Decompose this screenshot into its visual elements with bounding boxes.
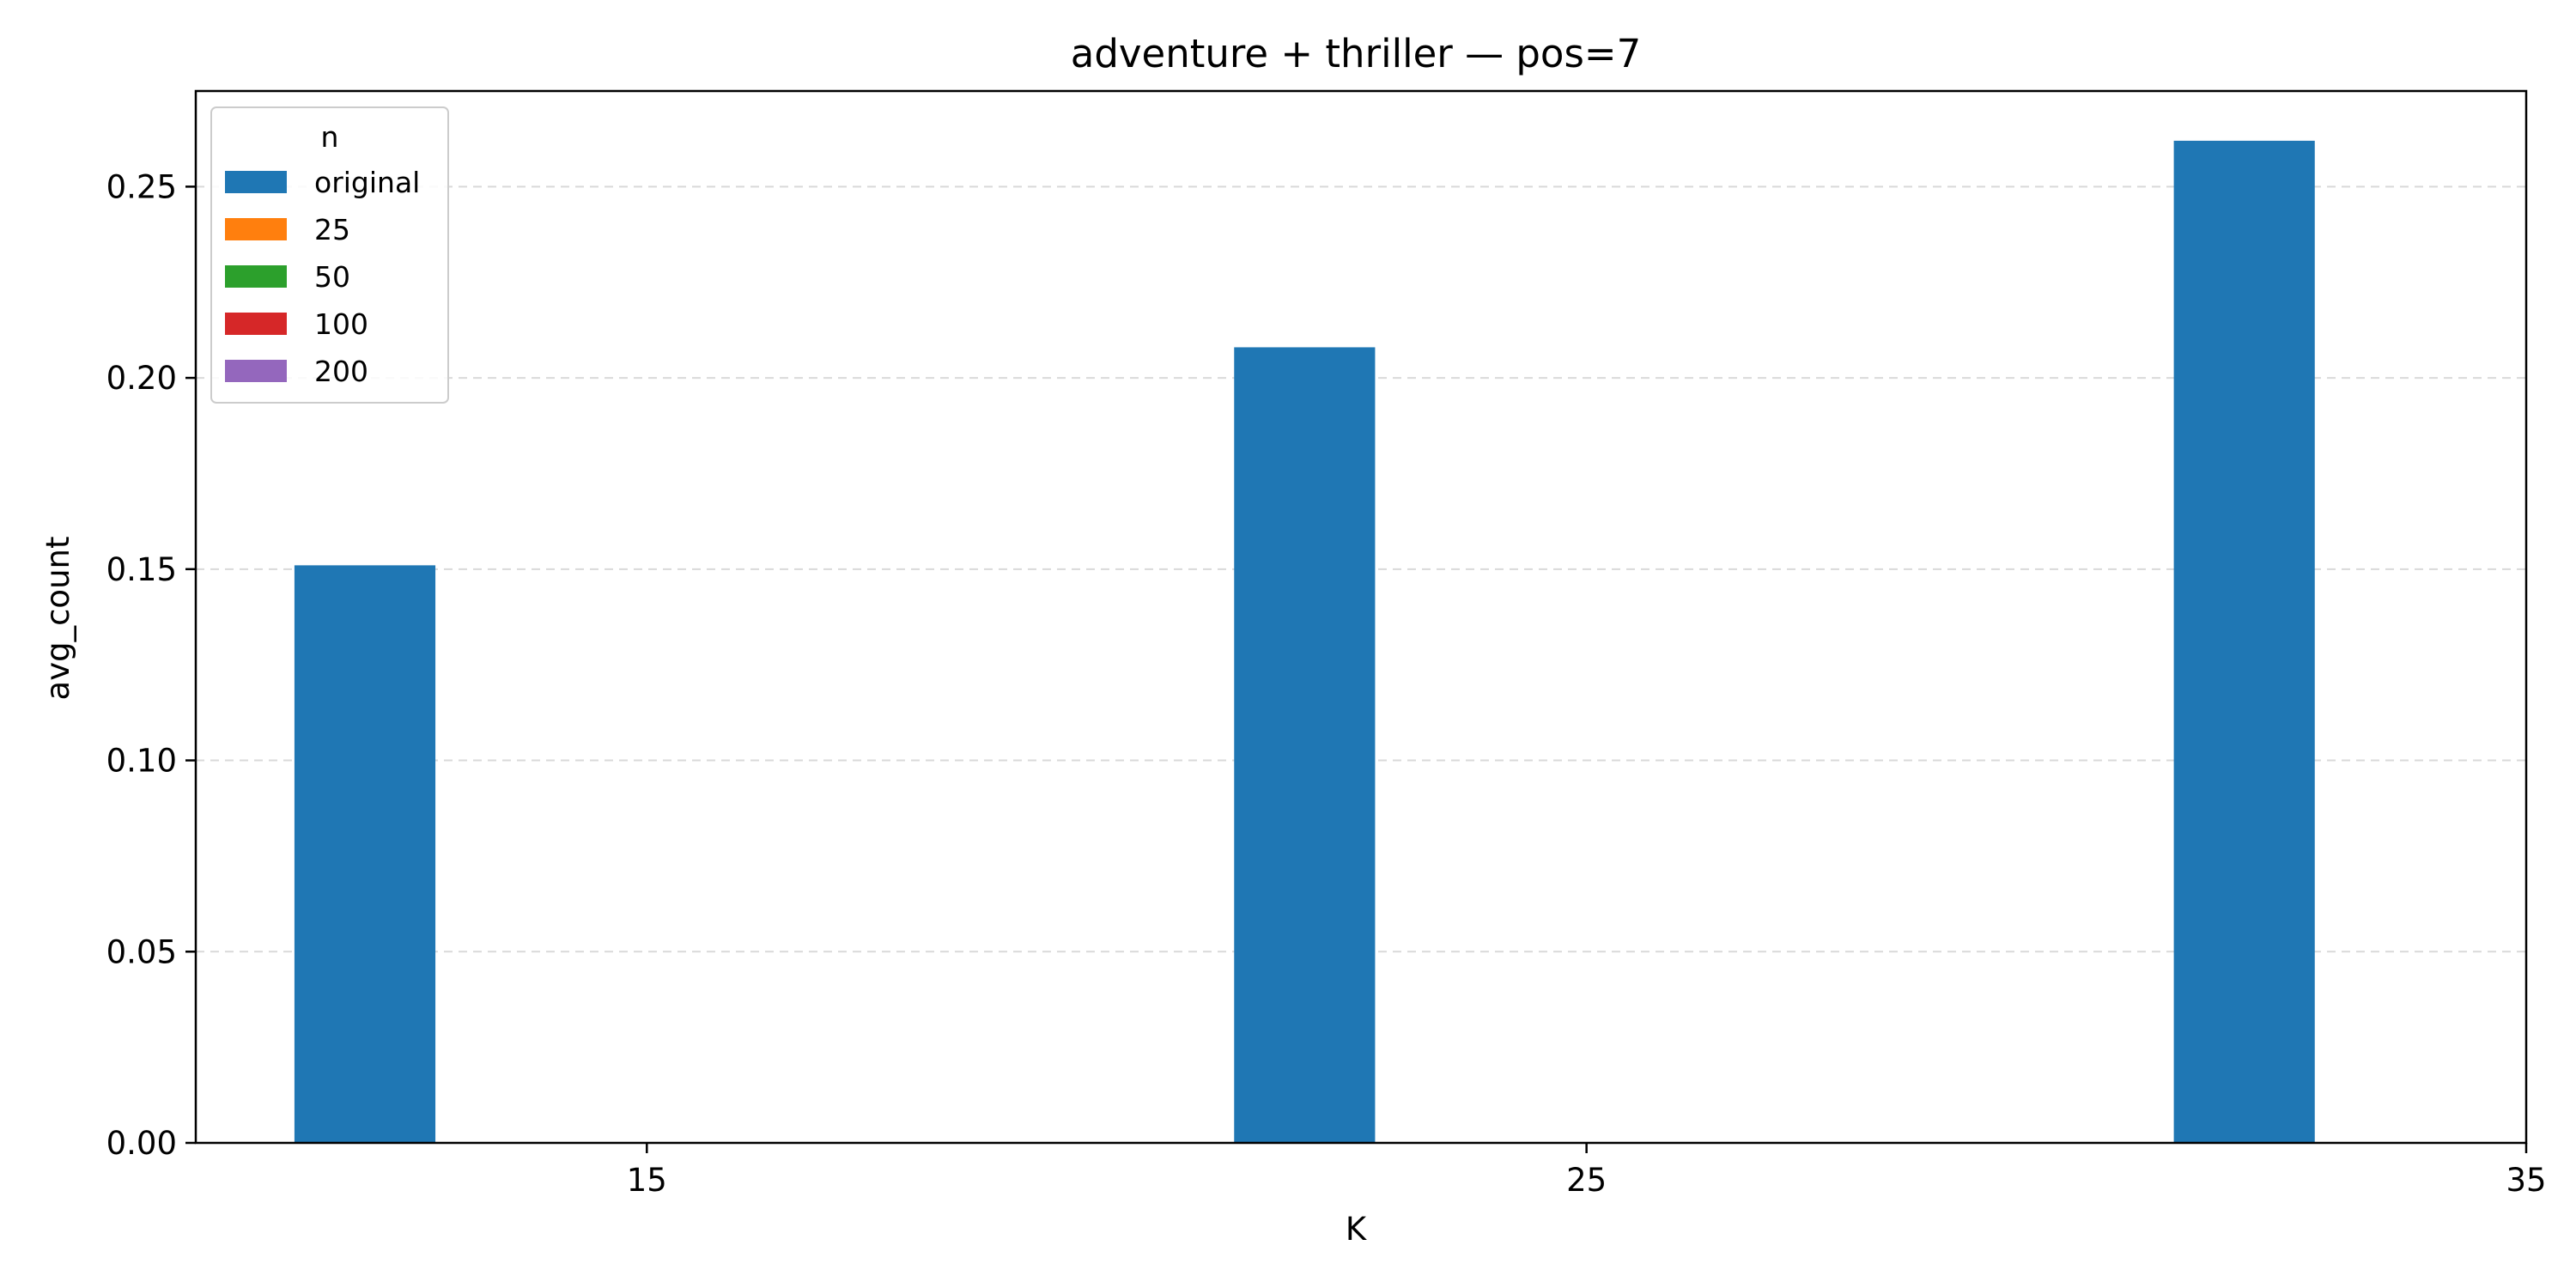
legend-label-original: original bbox=[314, 166, 420, 199]
legend-swatch-original bbox=[225, 171, 287, 193]
x-tick-label: 25 bbox=[1566, 1162, 1607, 1199]
y-axis-ticks: 0.00 0.05 0.10 0.15 0.20 0.25 bbox=[106, 168, 196, 1162]
y-tick-label: 0.00 bbox=[106, 1125, 177, 1162]
x-axis-ticks: 15 25 35 bbox=[627, 1143, 2547, 1199]
x-axis-label: K bbox=[1346, 1211, 1368, 1248]
legend-label-200: 200 bbox=[314, 355, 368, 388]
legend-title: n bbox=[321, 120, 339, 154]
plot-frame bbox=[194, 89, 2528, 1145]
y-axis-label: avg_count bbox=[39, 537, 76, 701]
legend-swatch-25 bbox=[225, 218, 287, 240]
legend-label-100: 100 bbox=[314, 307, 368, 341]
x-tick-label: 15 bbox=[627, 1162, 667, 1199]
y-tick-label: 0.05 bbox=[106, 933, 177, 970]
y-tick-label: 0.25 bbox=[106, 168, 177, 205]
chart-title: adventure + thriller — pos=7 bbox=[1071, 31, 1642, 76]
grid-lines bbox=[196, 185, 2526, 953]
bars bbox=[294, 140, 2315, 1144]
bar-original-2 bbox=[2173, 140, 2315, 1144]
legend-label-50: 50 bbox=[314, 260, 350, 294]
x-tick-label: 35 bbox=[2506, 1162, 2546, 1199]
legend-swatch-50 bbox=[225, 265, 287, 288]
legend-label-25: 25 bbox=[314, 213, 350, 246]
y-tick-label: 0.20 bbox=[106, 360, 177, 397]
legend-swatch-200 bbox=[225, 360, 287, 382]
y-tick-label: 0.10 bbox=[106, 743, 177, 780]
bar-original-0 bbox=[294, 565, 436, 1143]
bar-original-1 bbox=[1234, 347, 1376, 1143]
y-tick-label: 0.15 bbox=[106, 551, 177, 588]
legend: n original 25 50 100 200 bbox=[210, 106, 449, 404]
legend-swatch-100 bbox=[225, 313, 287, 335]
